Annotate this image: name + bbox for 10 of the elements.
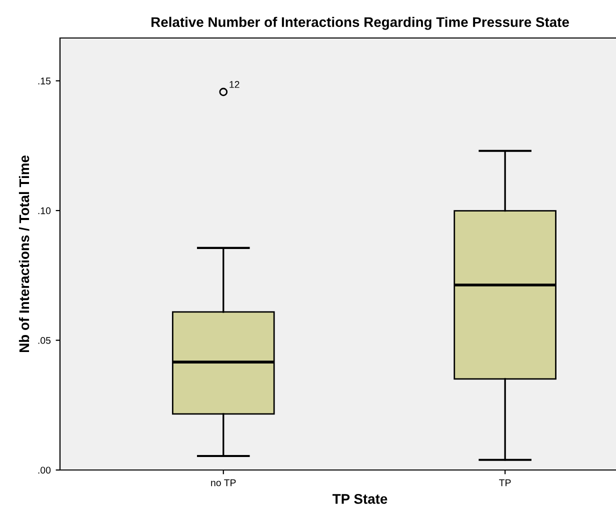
y-tick-label: .15 <box>38 78 51 84</box>
y-axis-title: Nb of Interactions / Total Time <box>18 156 30 352</box>
y-tick-label: .05 <box>38 337 51 344</box>
y-tick-label: .00 <box>38 466 51 474</box>
x-tick-label: TP <box>499 479 511 486</box>
x-axis-title: TP State <box>332 494 388 504</box>
chart-title: Relative Number of Interactions Regarding Time Pressure State <box>152 16 569 30</box>
x-tick-label: no TP <box>211 479 236 486</box>
y-tick-label: .10 <box>38 207 51 214</box>
annotation: 12 <box>230 81 240 88</box>
